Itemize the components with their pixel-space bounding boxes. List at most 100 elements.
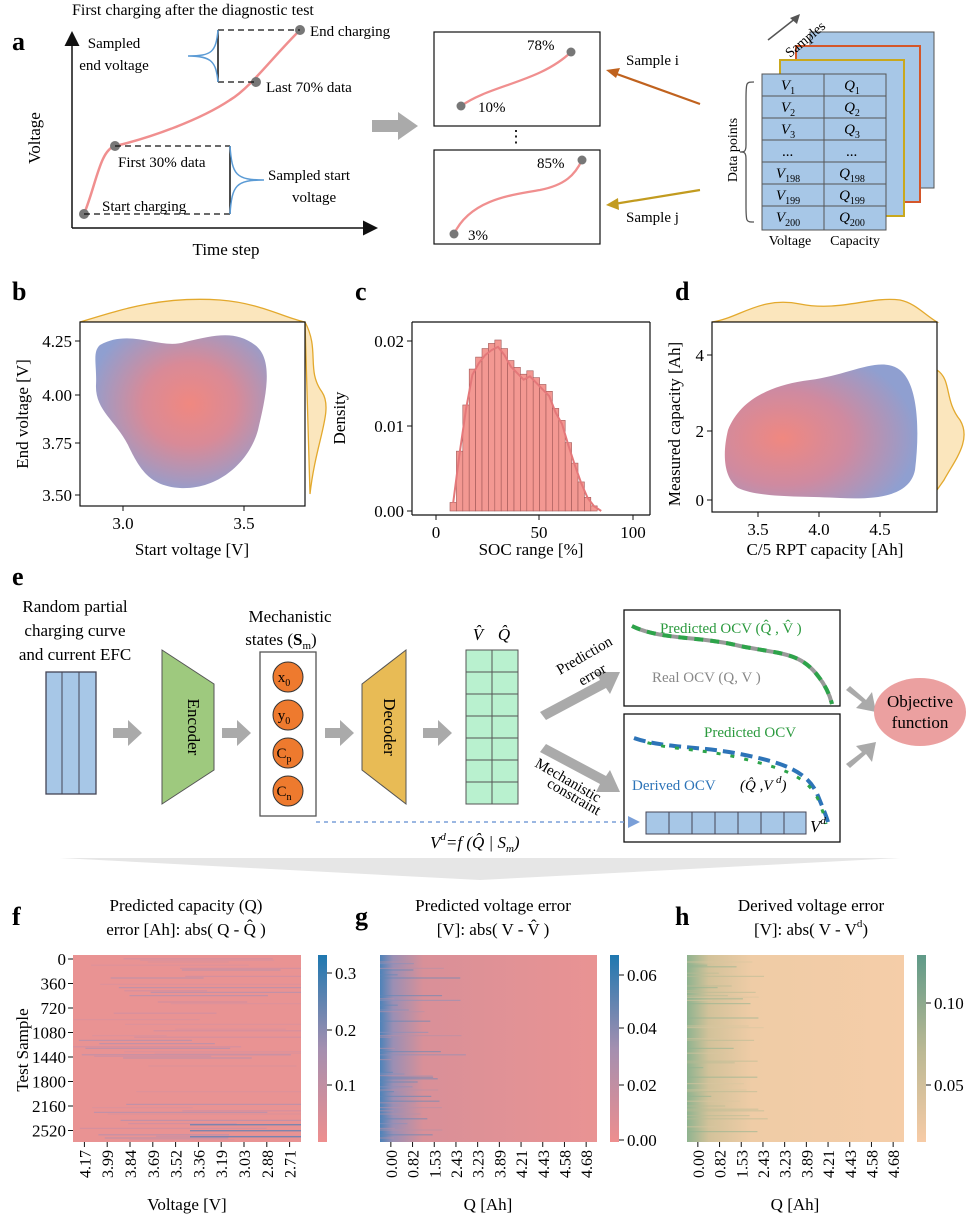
heatmap-stripe — [380, 1078, 438, 1080]
heatmap-stripe — [380, 1020, 431, 1022]
x-tick-label: 0.82 — [406, 1150, 423, 1178]
panel-e: e Random partial charging curve and curr… — [12, 562, 966, 880]
a-dot-last70 — [251, 77, 261, 87]
x-tick-label: 4.58 — [557, 1150, 574, 1178]
x-tick-label: 3.36 — [191, 1150, 208, 1178]
heatmap-stripe — [134, 1036, 301, 1038]
e-mech-label-2: states (Sm) — [245, 630, 316, 652]
c-kde-line — [452, 345, 602, 512]
c-ylabel: Density — [330, 391, 349, 444]
stack-capacity-cell: ... — [846, 144, 857, 160]
heatmap-stripe — [182, 1110, 301, 1112]
heatmap-stripe — [99, 1043, 215, 1045]
e-mech-label-1: Mechanistic — [248, 607, 332, 626]
heatmap-stripe — [380, 999, 461, 1001]
e-objective-2: function — [892, 713, 949, 732]
x-tick-label: 3.99 — [100, 1150, 117, 1178]
heatmap-stripe — [79, 1127, 267, 1129]
heatmap-stripe — [687, 991, 756, 993]
e-objective-1: Objective — [887, 692, 953, 711]
colorbar-label: 0.04 — [627, 1019, 657, 1038]
e-input-label-1: Random partial — [22, 597, 128, 616]
heatmap-stripe — [190, 1124, 301, 1126]
heatmap-stripe — [120, 1119, 301, 1121]
histogram-bar — [494, 339, 502, 512]
heatmap-stripe — [380, 969, 414, 971]
histogram-bar — [552, 408, 560, 512]
a-flow-arrow — [372, 112, 418, 140]
a-ylabel: Voltage — [25, 112, 44, 164]
heatmap-stripe — [181, 969, 281, 971]
heatmap-stripe — [687, 1062, 735, 1064]
heatmap-stripe — [687, 966, 737, 968]
panel-label-g: g — [355, 902, 368, 931]
heatmap-stripe — [113, 1012, 217, 1014]
a-end-distribution — [187, 29, 219, 83]
x-tick-label: 50 — [531, 523, 548, 542]
a-voltage-label: Voltage — [769, 234, 812, 249]
y-tick-label: 1800 — [32, 1073, 66, 1092]
heatmap-stripe — [380, 1031, 429, 1033]
y-tick-label: 0 — [58, 950, 67, 969]
heatmap-stripe — [81, 1054, 291, 1056]
x-tick-label: 3.89 — [799, 1150, 816, 1178]
panel-label-f: f — [12, 902, 21, 931]
x-tick-label: 0 — [432, 523, 441, 542]
heatmap-stripe — [175, 1028, 286, 1030]
e-objective-function — [874, 678, 966, 746]
x-tick-label: 3.0 — [112, 514, 133, 533]
heatmap-stripe — [380, 1129, 443, 1131]
heatmap-stripe — [380, 1004, 398, 1006]
panel-h: h Derived voltage error [V]: abs( V - Vd… — [675, 896, 964, 1214]
x-tick-label: 2.43 — [756, 1150, 773, 1178]
a-sample-j-end: 85% — [537, 156, 565, 172]
heatmap-stripe — [687, 1038, 719, 1040]
a-xlabel: Time step — [193, 240, 260, 259]
y-tick-label: 4 — [696, 346, 705, 365]
panel-d: d 3.5 4.0 4.5 4 2 0 C/5 RPT capacity [Ah] Mea… — [665, 277, 965, 559]
x-tick-label: 4.68 — [886, 1150, 903, 1178]
b-right-marginal — [304, 321, 327, 495]
heatmap-stripe — [148, 1065, 297, 1067]
heatmap-stripe — [380, 1134, 433, 1136]
x-tick-label: 3.23 — [778, 1150, 795, 1178]
heatmap-stripe — [380, 1076, 434, 1078]
e-input-label-2: charging curve — [24, 621, 125, 640]
heatmap-stripe — [687, 999, 713, 1001]
heatmap-stripe — [180, 967, 301, 969]
histogram-bar — [520, 373, 528, 512]
y-tick-label: 0.02 — [374, 332, 404, 351]
heatmap-stripe — [380, 1073, 405, 1075]
heatmap-stripe — [92, 1035, 167, 1037]
e-decoder-label: Decoder — [380, 698, 399, 756]
heatmap-stripe — [687, 1017, 759, 1019]
heatmap-stripe — [380, 977, 461, 979]
y-tick-label: 4.25 — [42, 332, 72, 351]
x-tick-label: 3.52 — [169, 1150, 186, 1178]
heatmap-stripe — [91, 964, 249, 966]
x-tick-label: 4.21 — [821, 1150, 838, 1178]
heatmap-stripe — [150, 991, 301, 993]
heatmap-stripe — [687, 1108, 759, 1110]
x-tick-label: 0.00 — [691, 1150, 708, 1178]
heatmap-stripe — [123, 958, 273, 960]
heatmap-stripe — [687, 1089, 747, 1091]
g-title-1: Predicted voltage error — [415, 896, 571, 915]
heatmap-stripe — [380, 1059, 392, 1061]
heatmap-stripe — [687, 964, 708, 966]
colorbar-label: 0.2 — [335, 1021, 356, 1040]
mech-state-node — [272, 775, 304, 807]
heatmap-stripe — [78, 1039, 192, 1041]
panel-g: g Predicted voltage error [V]: abs( V - … — [355, 896, 657, 1214]
a-start-charging: Start charging — [102, 199, 187, 215]
panel-f: f Predicted capacity (Q) error [Ah]: abs… — [12, 896, 356, 1214]
heatmap-stripe — [687, 1091, 758, 1093]
a-sample-i-start: 10% — [478, 100, 506, 116]
y-tick-label: 3.50 — [42, 486, 72, 505]
panel-label-a: a — [12, 27, 25, 56]
heatmap-stripe — [128, 1123, 237, 1125]
heatmap-stripe — [125, 1023, 301, 1025]
heatmap-stripe — [129, 1139, 235, 1141]
heatmap-stripe — [380, 1100, 440, 1102]
